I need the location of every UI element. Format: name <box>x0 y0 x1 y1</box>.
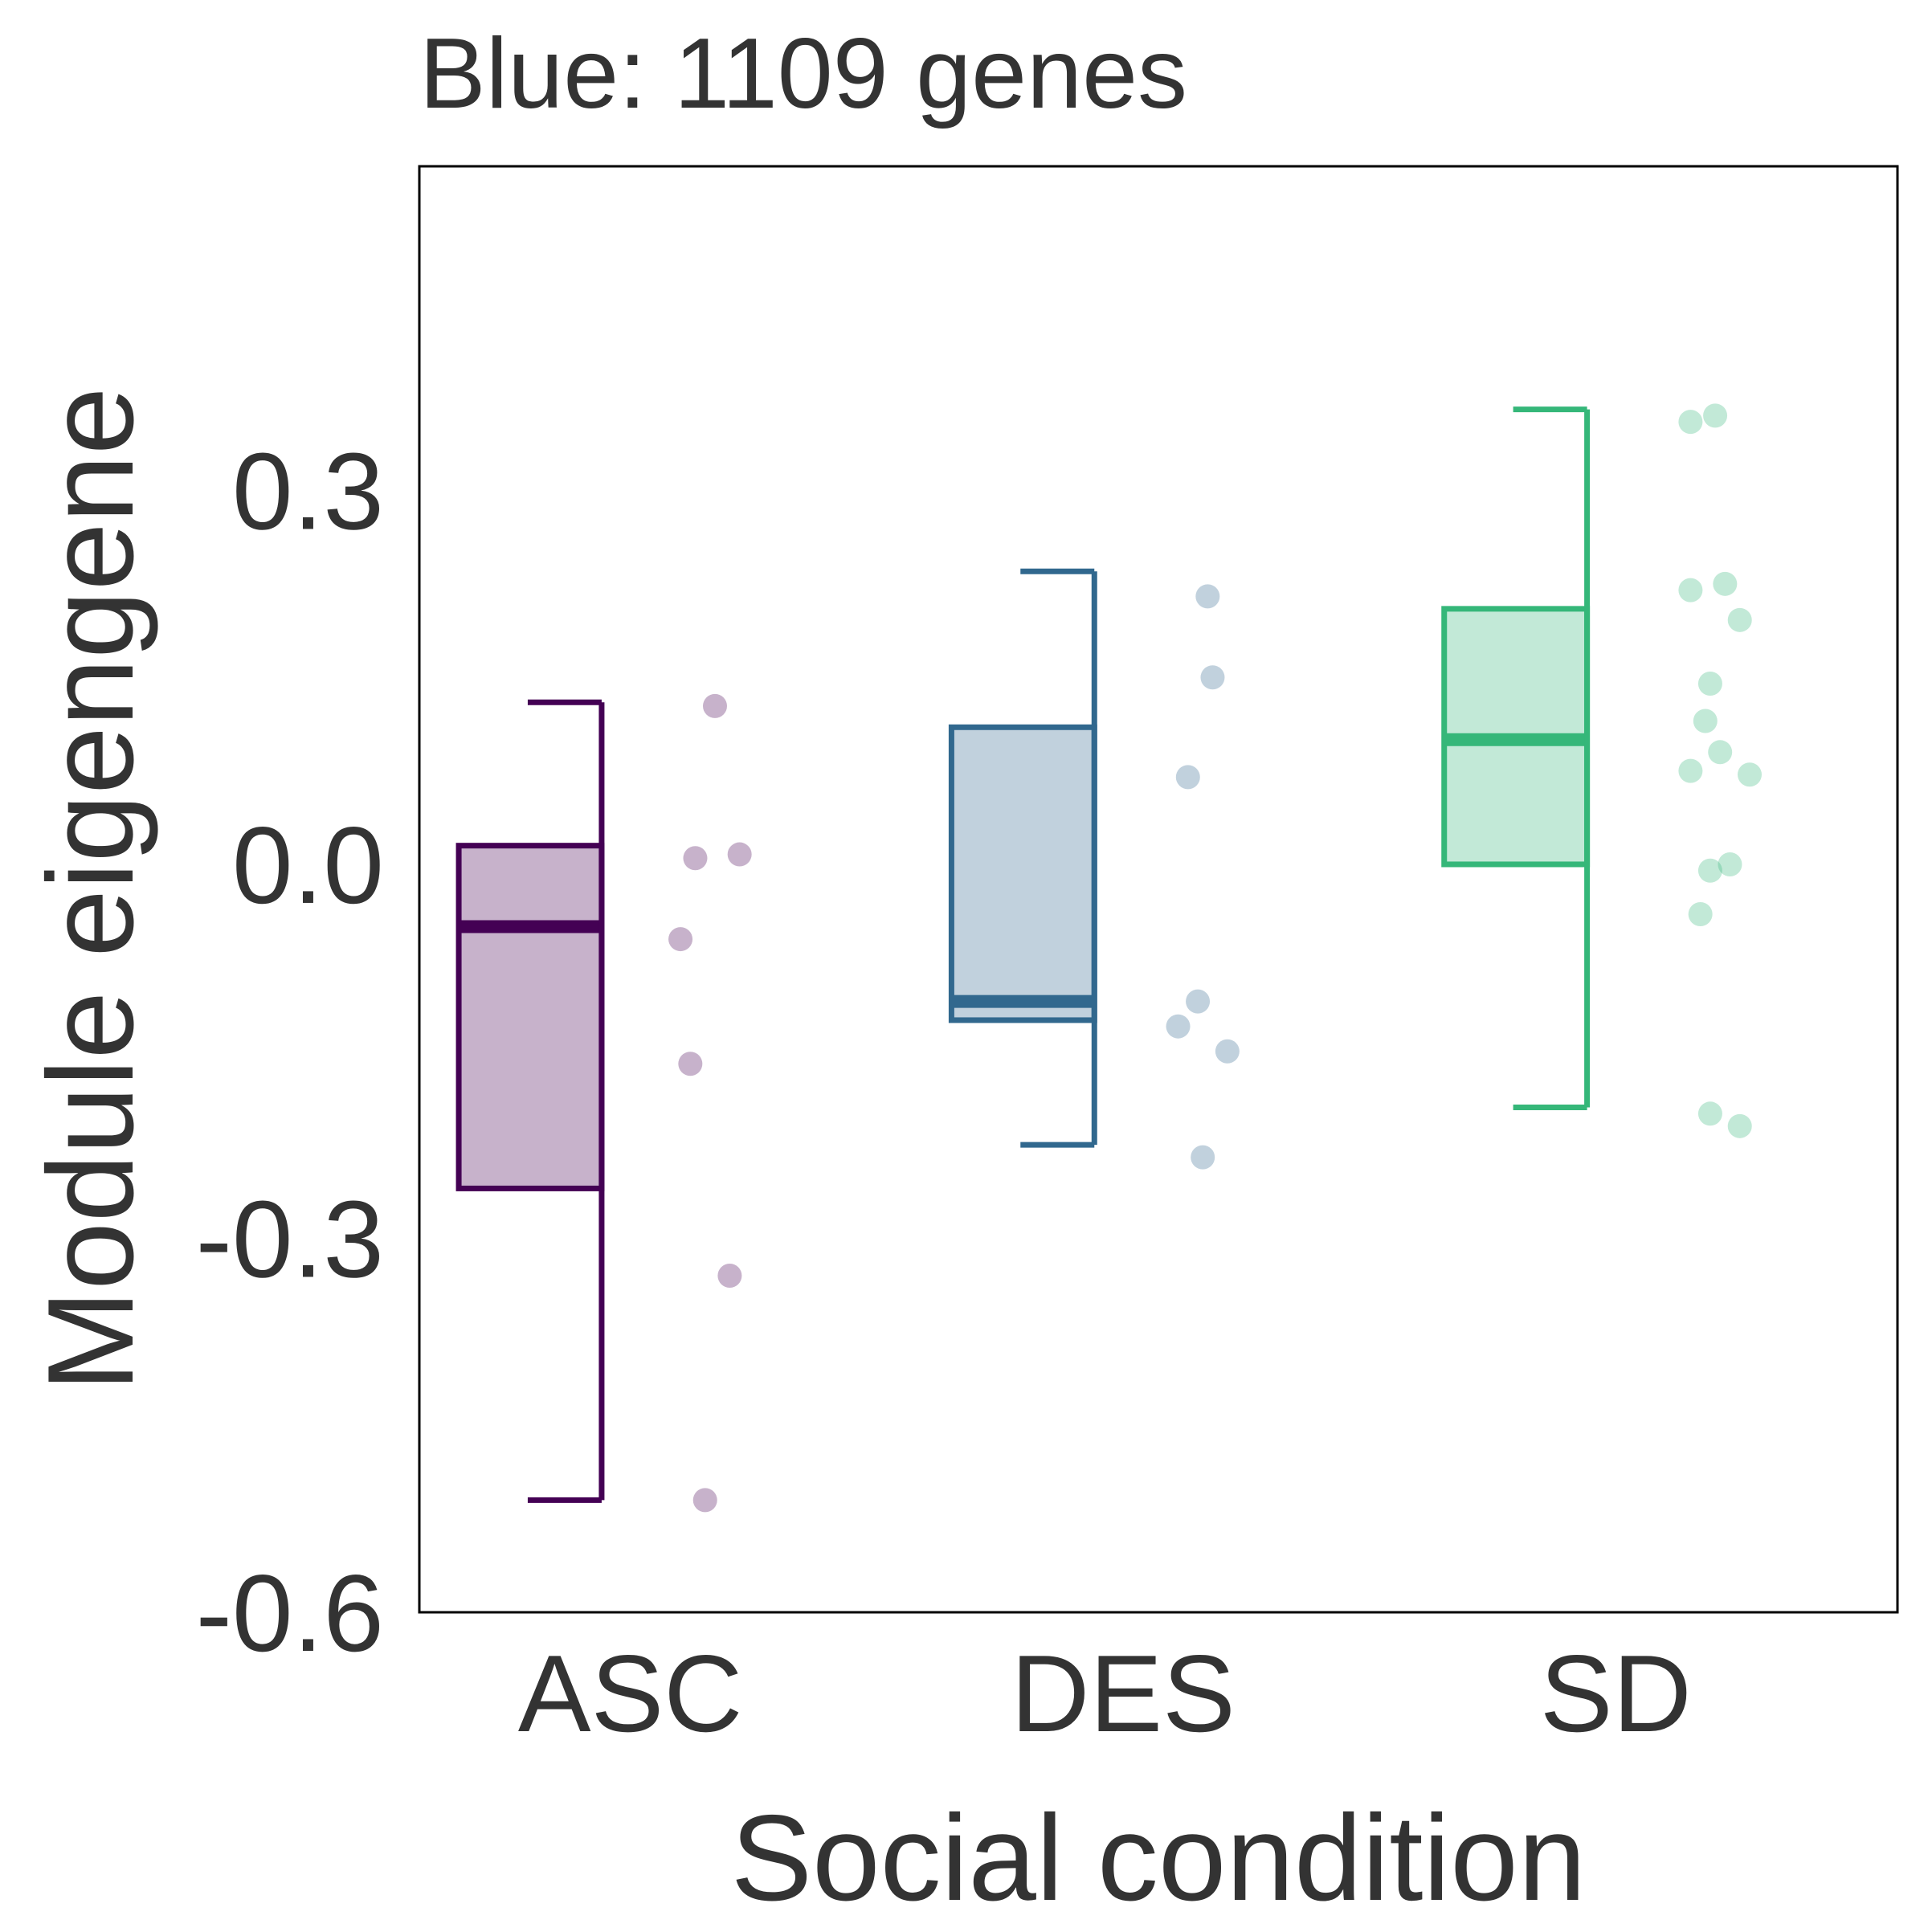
box-iqr <box>455 843 605 1191</box>
box-asc <box>455 699 605 1503</box>
x-tick-label: ASC <box>518 1632 743 1754</box>
y-tick-label: 0.0 <box>232 804 384 926</box>
chart-title: Blue: 1109 genes <box>419 18 1187 129</box>
data-point-sd <box>1678 758 1703 783</box>
y-tick-label: -0.3 <box>196 1178 384 1300</box>
data-point-sd <box>1697 858 1722 883</box>
box-iqr <box>948 724 1097 1023</box>
data-point-sd <box>1697 1101 1722 1126</box>
data-point-sd <box>1727 607 1752 632</box>
box-sd <box>1441 406 1591 1111</box>
box-des <box>948 568 1097 1148</box>
data-point-asc <box>727 842 752 867</box>
data-point-asc <box>717 1264 742 1289</box>
data-point-des <box>1200 665 1225 690</box>
data-point-asc <box>678 1052 703 1076</box>
data-point-des <box>1175 765 1200 790</box>
data-point-des <box>1186 989 1211 1014</box>
data-point-sd <box>1688 902 1713 927</box>
data-point-asc <box>683 846 708 871</box>
data-point-sd <box>1697 671 1722 696</box>
data-point-sd <box>1678 410 1703 435</box>
x-axis-label: Social condition <box>731 1790 1587 1926</box>
plot-frame <box>418 165 1899 1614</box>
data-point-des <box>1191 1145 1215 1170</box>
data-point-des <box>1215 1039 1240 1064</box>
data-point-des <box>1166 1014 1191 1039</box>
data-point-asc <box>692 1488 717 1513</box>
data-point-des <box>1195 584 1220 609</box>
data-point-sd <box>1708 740 1733 765</box>
data-point-sd <box>1718 852 1742 876</box>
data-point-sd <box>1693 709 1718 733</box>
boxes-layer <box>455 406 1591 1503</box>
data-point-sd <box>1713 571 1738 596</box>
y-tick-label: 0.3 <box>232 430 384 552</box>
y-tick-label: -0.6 <box>196 1552 384 1674</box>
x-axis-ticks: ASC DES SD <box>518 1632 1692 1754</box>
y-axis-label: Module eigengene <box>22 387 159 1392</box>
data-point-sd <box>1703 403 1728 428</box>
x-tick-label: DES <box>1011 1632 1236 1754</box>
points-layer <box>668 403 1762 1513</box>
y-axis-ticks: -0.6 -0.3 0.0 0.3 <box>196 430 384 1674</box>
x-tick-label: SD <box>1540 1632 1692 1754</box>
data-point-asc <box>668 927 693 952</box>
data-point-sd <box>1727 1113 1752 1138</box>
data-point-sd <box>1738 762 1762 787</box>
data-point-sd <box>1678 578 1703 602</box>
data-point-asc <box>703 693 727 718</box>
